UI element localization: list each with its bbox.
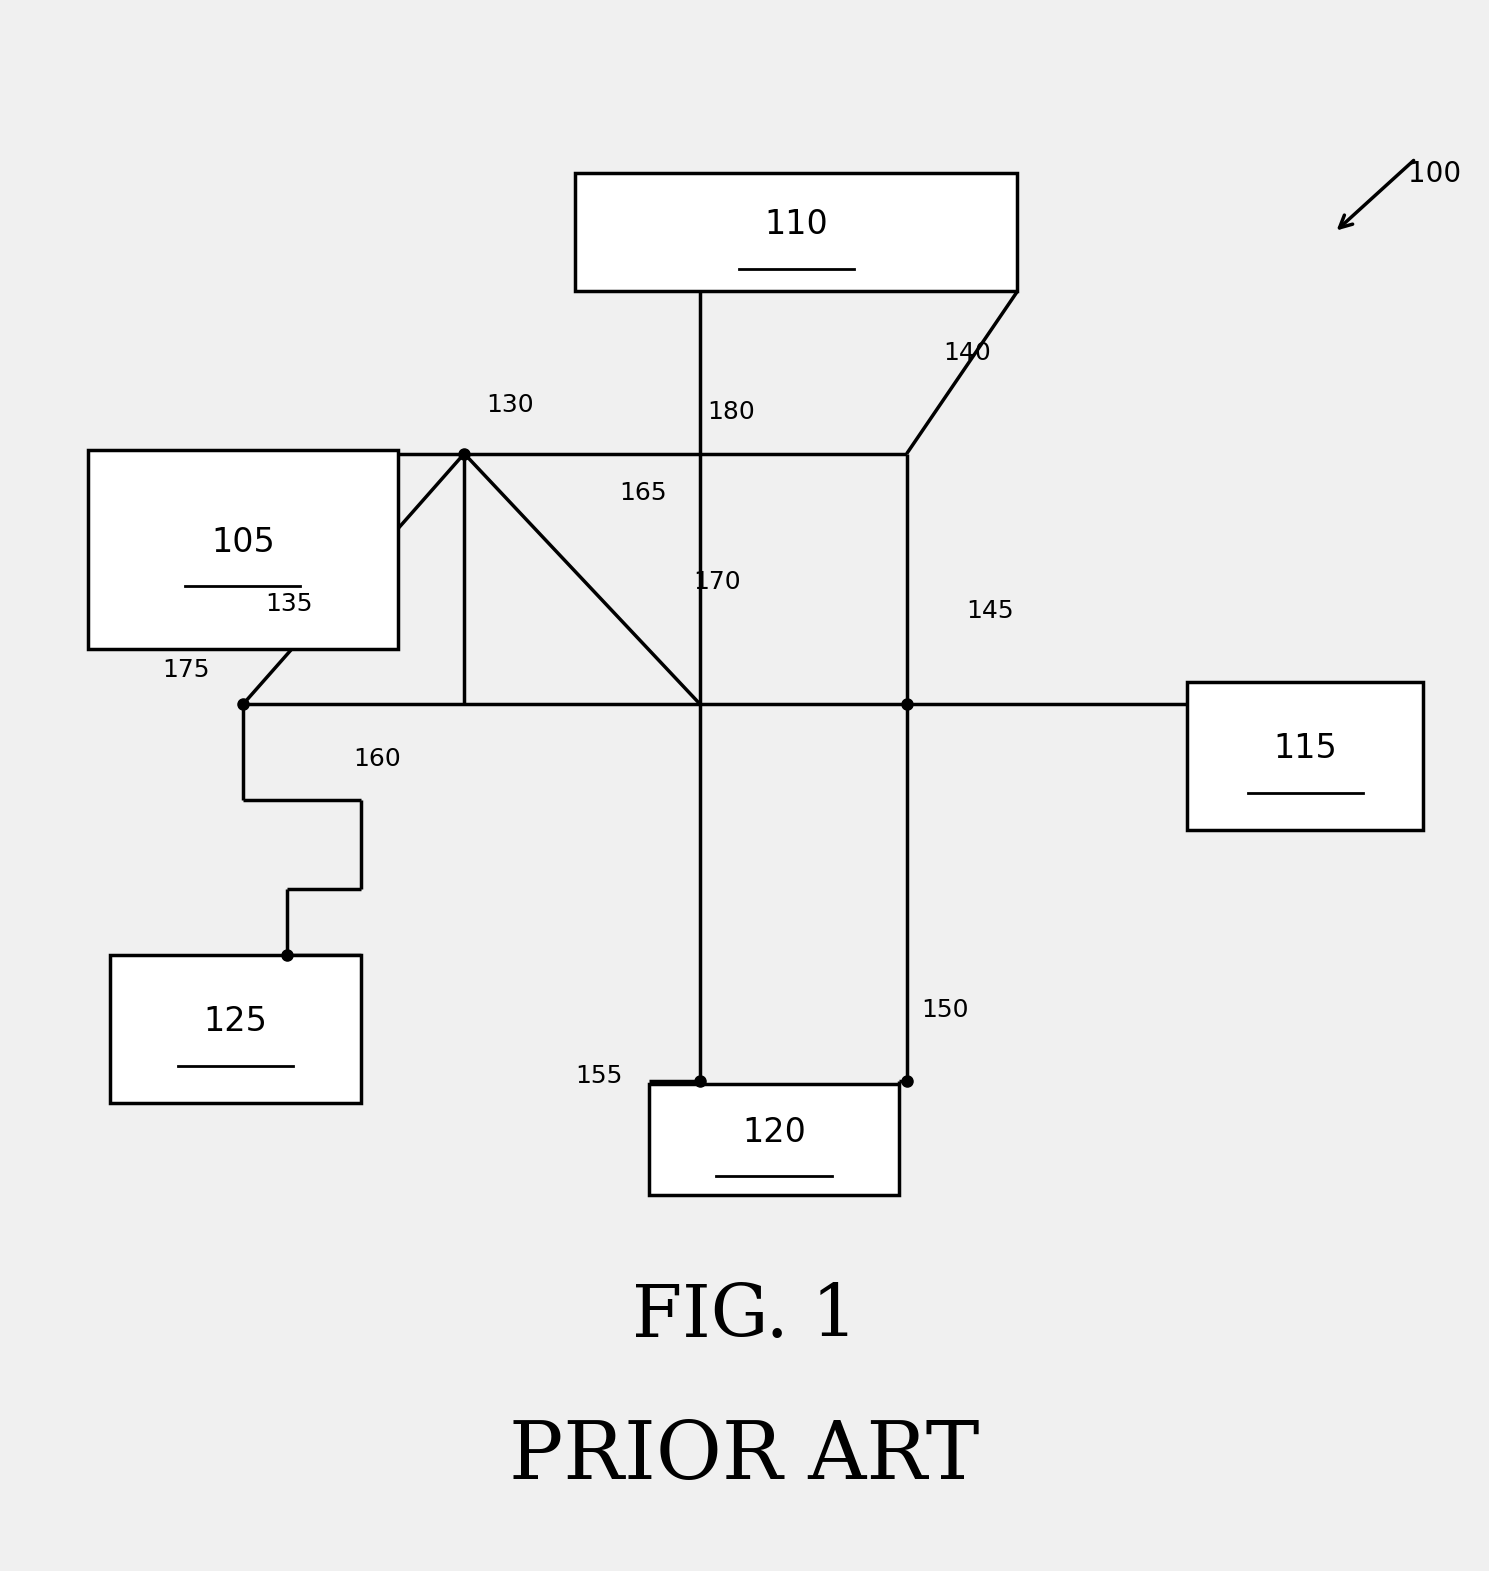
Text: PRIOR ART: PRIOR ART: [509, 1417, 980, 1496]
Bar: [110, 955, 360, 1103]
Text: 130: 130: [487, 393, 535, 416]
Text: 115: 115: [1273, 732, 1337, 765]
Text: 140: 140: [944, 341, 992, 364]
Bar: [649, 1084, 899, 1196]
Text: 175: 175: [162, 658, 210, 682]
Text: 125: 125: [204, 1005, 268, 1038]
Text: 160: 160: [353, 746, 402, 771]
Text: 145: 145: [966, 599, 1014, 624]
Bar: [575, 173, 1017, 291]
Text: 155: 155: [575, 1064, 622, 1087]
Text: 180: 180: [707, 401, 755, 424]
Text: 165: 165: [619, 481, 667, 506]
Text: FIG. 1: FIG. 1: [631, 1282, 858, 1351]
Text: 100: 100: [1409, 160, 1461, 189]
Bar: [88, 449, 398, 649]
Bar: [1187, 682, 1423, 829]
Text: 110: 110: [764, 209, 828, 242]
Text: 120: 120: [742, 1115, 806, 1148]
Text: 170: 170: [692, 570, 740, 594]
Text: 150: 150: [922, 998, 969, 1021]
Text: 135: 135: [265, 592, 313, 616]
Text: 105: 105: [211, 526, 275, 559]
